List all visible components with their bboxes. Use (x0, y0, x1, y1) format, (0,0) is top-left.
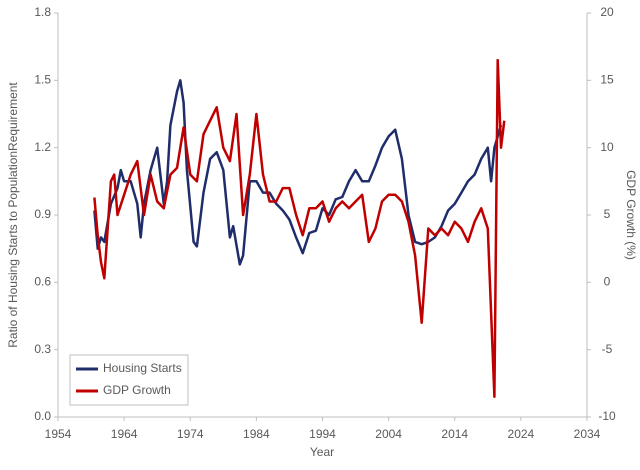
x-tick-label: 1994 (309, 427, 336, 441)
x-tick-label: 2024 (508, 427, 535, 441)
y2-tick-label: 5 (604, 207, 611, 221)
legend-box (69, 354, 189, 406)
y2-axis-title: GDP Growth (%) (624, 170, 638, 260)
x-tick-label: 2014 (441, 427, 468, 441)
y2-tick-label: 10 (600, 140, 614, 154)
y-tick-label: 0.3 (34, 342, 51, 356)
x-tick-label: 1954 (45, 427, 72, 441)
y2-tick-label: -10 (598, 409, 616, 423)
legend-label: Housing Starts (103, 361, 182, 375)
x-tick-label: 1984 (243, 427, 270, 441)
x-tick-label: 2004 (375, 427, 402, 441)
y-axis-title: Ratio of Housing Starts to PopulationReq… (6, 82, 20, 348)
y-tick-label: 1.8 (34, 5, 51, 19)
series-line (93, 58, 506, 399)
x-tick-label: 2034 (574, 427, 601, 441)
y-tick-label: 0.0 (34, 409, 51, 423)
y-tick-label: 0.6 (34, 275, 51, 289)
y-tick-label: 1.2 (34, 140, 51, 154)
y2-tick-label: 20 (600, 5, 614, 19)
y-tick-label: 0.9 (34, 207, 51, 221)
y-tick-label: 1.5 (34, 73, 51, 87)
x-tick-label: 1974 (177, 427, 204, 441)
y2-tick-label: 0 (604, 275, 611, 289)
y2-tick-label: 15 (600, 73, 614, 87)
y2-tick-label: -5 (602, 342, 613, 356)
x-tick-label: 1964 (111, 427, 138, 441)
legend-label: GDP Growth (103, 383, 171, 397)
series-line (93, 79, 503, 266)
x-axis-title: Year (310, 445, 334, 459)
